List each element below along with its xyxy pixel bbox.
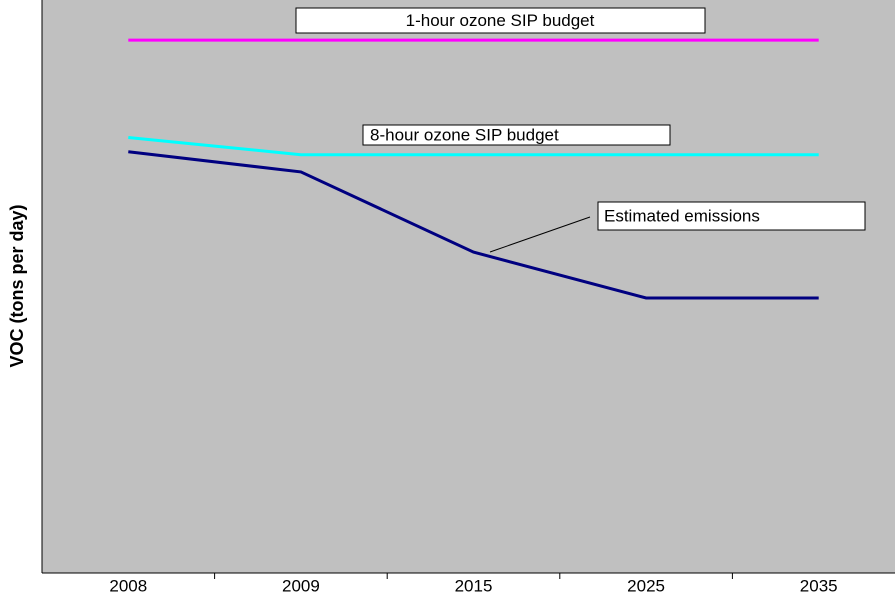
leader-line	[489, 216, 591, 253]
series-line	[128, 136, 819, 157]
y-axis-label: VOC (tons per day)	[7, 204, 27, 367]
annotation: 8-hour ozone SIP budget	[370, 125, 559, 144]
plot-area	[42, 0, 895, 573]
series-line	[128, 150, 819, 300]
annotation-box	[597, 201, 866, 231]
x-tick-label: 2035	[800, 576, 838, 595]
x-tick-label: 2008	[109, 576, 147, 595]
annotation: 1-hour ozone SIP budget	[406, 11, 595, 30]
x-tick-label: 2015	[455, 576, 493, 595]
annotation-box	[362, 124, 671, 146]
x-tick-label: 2009	[282, 576, 320, 595]
x-tick-label: 2025	[627, 576, 665, 595]
annotation: Estimated emissions	[604, 206, 760, 225]
annotation-box	[295, 7, 706, 34]
